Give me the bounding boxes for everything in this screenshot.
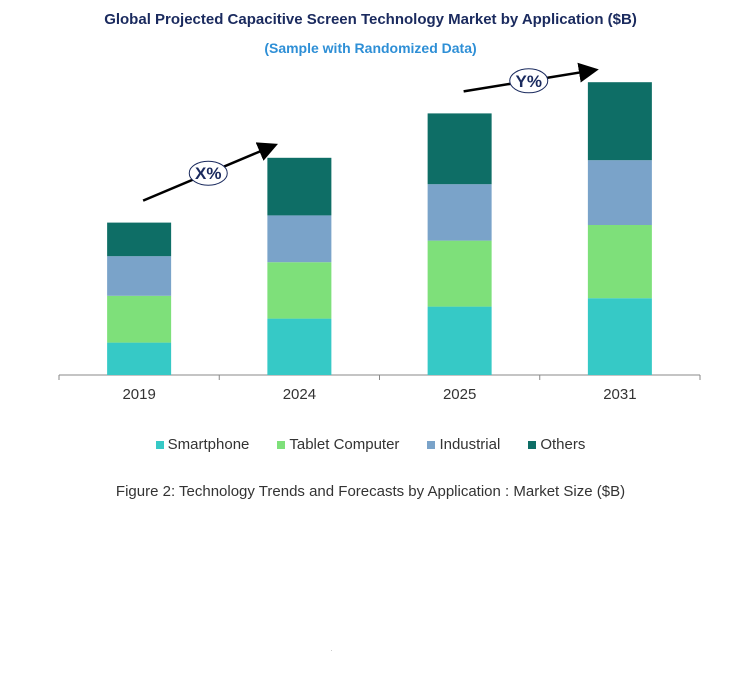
bar-smartphone-2031 bbox=[587, 298, 652, 375]
bar-others-2031 bbox=[587, 82, 652, 161]
bar-tablet-computer-2031 bbox=[587, 225, 652, 299]
legend-item-others: Others bbox=[528, 436, 585, 453]
growth-label-bubble-2 bbox=[509, 68, 549, 94]
growth-label-bubble-1 bbox=[188, 160, 228, 186]
legend-label-others: Others bbox=[540, 436, 586, 453]
bar-smartphone-2024 bbox=[267, 318, 332, 375]
x-tick-label-2024: 2024 bbox=[283, 386, 316, 403]
bar-industrial-2031 bbox=[587, 160, 652, 225]
legend-swatch-others bbox=[528, 440, 537, 449]
chart-legend: Smartphone Tablet Computer Industrial Ot… bbox=[0, 436, 741, 453]
bar-smartphone-2025 bbox=[427, 306, 492, 375]
figure-caption: Figure 2: Technology Trends and Forecast… bbox=[115, 483, 626, 500]
legend-item-industrial: Industrial bbox=[427, 436, 500, 453]
legend-label-tablet-computer: Tablet Computer bbox=[289, 436, 400, 453]
growth-label-2: Y% bbox=[516, 72, 542, 91]
legend-item-smartphone: Smartphone bbox=[155, 436, 250, 453]
stacked-bar-chart: 2019 2024 2025 2031 X% Y% bbox=[58, 62, 701, 403]
bar-others-2024 bbox=[267, 157, 332, 216]
legend-item-tablet-computer: Tablet Computer bbox=[277, 436, 399, 453]
legend-swatch-smartphone bbox=[155, 440, 164, 449]
legend-swatch-industrial bbox=[427, 440, 436, 449]
legend-swatch-tablet-computer bbox=[277, 440, 286, 449]
legend-label-smartphone: Smartphone bbox=[167, 436, 250, 453]
x-tick-label-2031: 2031 bbox=[603, 386, 636, 403]
bar-industrial-2024 bbox=[267, 215, 332, 263]
bar-industrial-2025 bbox=[427, 184, 492, 241]
growth-label-1: X% bbox=[195, 164, 221, 183]
bar-others-2019 bbox=[107, 222, 172, 257]
bar-smartphone-2019 bbox=[107, 342, 172, 375]
bar-tablet-computer-2019 bbox=[107, 295, 172, 343]
x-tick-label-2019: 2019 bbox=[122, 386, 155, 403]
stray-dot bbox=[331, 650, 332, 651]
bar-industrial-2019 bbox=[107, 256, 172, 296]
bar-tablet-computer-2024 bbox=[267, 262, 332, 319]
bar-tablet-computer-2025 bbox=[427, 240, 492, 307]
chart-title: Global Projected Capacitive Screen Techn… bbox=[104, 11, 637, 28]
legend-label-industrial: Industrial bbox=[439, 436, 501, 453]
chart-subtitle: (Sample with Randomized Data) bbox=[264, 40, 477, 56]
x-tick-label-2025: 2025 bbox=[443, 386, 476, 403]
bar-others-2025 bbox=[427, 113, 492, 185]
